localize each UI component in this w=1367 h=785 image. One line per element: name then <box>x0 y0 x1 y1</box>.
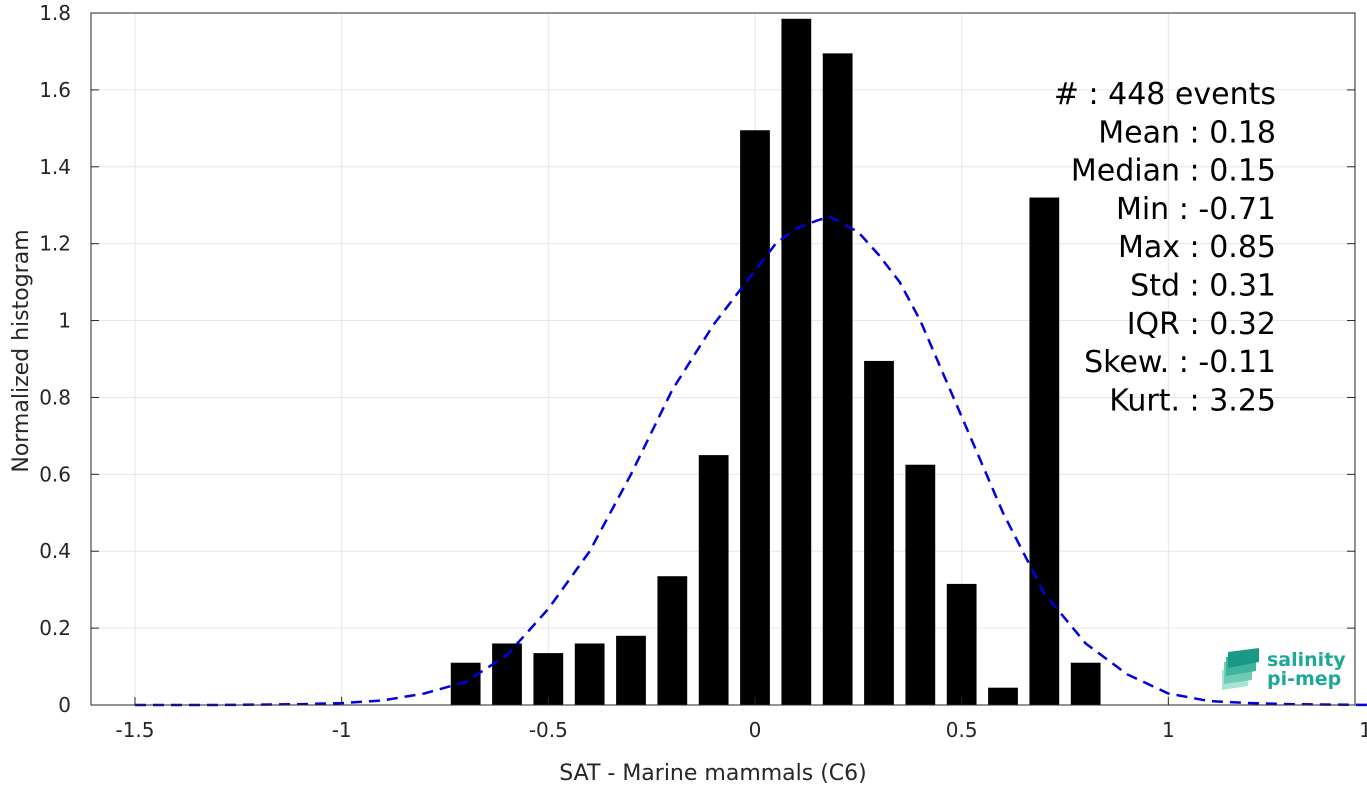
stat-line: Max : 0.85 <box>1118 230 1276 265</box>
x-tick-label: 1.5 <box>1359 718 1367 742</box>
stat-line: Median : 0.15 <box>1071 154 1276 189</box>
stat-line: IQR : 0.32 <box>1127 307 1276 342</box>
y-tick-label: 1.6 <box>39 78 71 102</box>
bars-group <box>450 18 1101 706</box>
x-tick-label: -1 <box>332 718 352 742</box>
y-tick-label: 0.8 <box>39 385 71 409</box>
logo-text-line1: salinity <box>1267 649 1346 671</box>
salinity-pi-mep-logo: salinity pi-mep <box>1222 648 1346 690</box>
x-axis-ticks: -1.5 -1 -0.5 0 0.5 1 1.5 <box>115 697 1367 742</box>
histogram-bar <box>1029 197 1060 706</box>
x-axis-label: SAT - Marine mammals (C6) <box>559 761 867 785</box>
x-tick-label: -0.5 <box>529 718 568 742</box>
y-tick-label: 1.8 <box>39 1 71 25</box>
logo-mark-icon <box>1222 648 1259 690</box>
histogram-bar <box>657 576 688 705</box>
y-axis-ticks: 0 0.2 0.4 0.6 0.8 1 1.2 1.4 1.6 1.8 <box>39 1 1355 717</box>
histogram-bar <box>822 53 853 706</box>
x-tick-label: -1.5 <box>115 718 154 742</box>
grid-lines <box>91 12 1355 706</box>
y-tick-label: 0.6 <box>39 462 71 486</box>
x-tick-label: 0 <box>749 718 762 742</box>
stat-line: Kurt. : 3.25 <box>1109 383 1276 418</box>
stat-line: Min : -0.71 <box>1116 192 1276 227</box>
histogram-bar <box>450 662 481 705</box>
y-tick-label: 0.2 <box>39 616 71 640</box>
histogram-bar <box>740 130 770 705</box>
histogram-bar <box>781 18 812 706</box>
plot-frame <box>90 12 1356 706</box>
gaussian-fit-curve <box>135 215 1367 707</box>
logo-text-line2: pi-mep <box>1267 668 1341 690</box>
histogram-bar <box>492 643 522 705</box>
y-tick-label: 0 <box>58 693 71 717</box>
histogram-bar <box>1070 662 1101 705</box>
histogram-bar <box>864 360 894 705</box>
x-tick-label: 1 <box>1162 718 1175 742</box>
histogram-bar <box>905 464 936 705</box>
stat-line: Skew. : -0.11 <box>1084 345 1276 380</box>
y-tick-label: 1 <box>58 309 71 333</box>
histogram-bar <box>616 635 646 705</box>
histogram-bar <box>988 687 1018 705</box>
stat-line: Std : 0.31 <box>1130 269 1276 304</box>
histogram-bar <box>698 455 729 705</box>
histogram-bar <box>574 643 605 705</box>
x-tick-label: 0.5 <box>946 718 978 742</box>
y-tick-label: 1.2 <box>39 232 71 256</box>
histogram-bar <box>533 653 564 705</box>
histogram-bar <box>946 583 977 705</box>
y-tick-label: 0.4 <box>39 539 71 563</box>
y-tick-label: 1.4 <box>39 155 71 179</box>
y-axis-label: Normalized histogram <box>9 229 34 472</box>
stat-line: # : 448 events <box>1054 77 1276 112</box>
stat-line: Mean : 0.18 <box>1098 115 1276 150</box>
